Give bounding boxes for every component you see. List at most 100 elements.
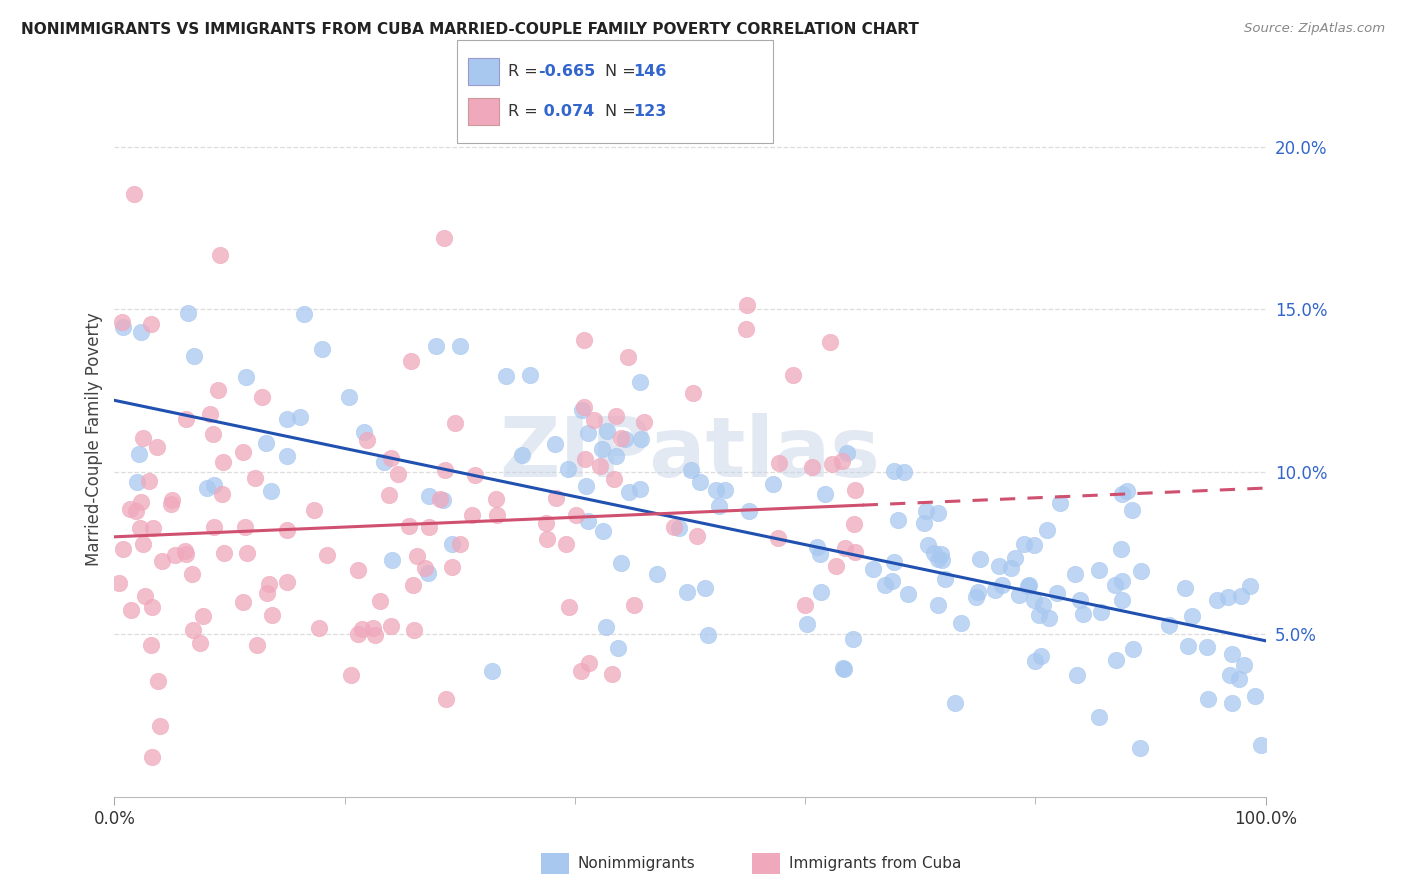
Point: [146, 441, 169, 455]
Point: [353, 425, 375, 440]
Point: [1174, 581, 1197, 595]
Point: [628, 482, 651, 496]
Point: [174, 543, 197, 558]
Point: [1038, 611, 1060, 625]
Point: [574, 452, 596, 467]
Point: [610, 431, 633, 445]
Point: [914, 516, 936, 531]
Point: [1250, 739, 1272, 753]
Point: [387, 467, 409, 481]
Point: [429, 491, 451, 506]
Point: [557, 461, 579, 475]
Point: [464, 468, 486, 483]
Point: [243, 471, 266, 485]
Point: [1036, 524, 1059, 538]
Point: [782, 368, 804, 382]
Point: [485, 491, 508, 506]
Point: [576, 425, 599, 440]
Point: [544, 437, 567, 451]
Point: [1071, 607, 1094, 621]
Point: [107, 575, 129, 590]
Point: [768, 456, 790, 470]
Point: [127, 475, 149, 489]
Point: [120, 502, 142, 516]
Point: [1018, 578, 1040, 592]
Text: ZIPatlas: ZIPatlas: [499, 413, 880, 494]
Point: [571, 402, 593, 417]
Point: [111, 319, 134, 334]
Point: [969, 551, 991, 566]
Point: [398, 518, 420, 533]
Point: [927, 506, 949, 520]
Point: [148, 719, 170, 733]
Point: [613, 432, 636, 446]
Point: [917, 538, 939, 552]
Point: [444, 416, 467, 430]
Point: [1239, 580, 1261, 594]
Point: [735, 298, 758, 312]
Point: [181, 567, 204, 582]
Point: [1066, 668, 1088, 682]
Point: [402, 624, 425, 638]
Point: [188, 636, 211, 650]
Point: [818, 335, 841, 350]
Point: [806, 540, 828, 554]
Point: [159, 497, 181, 511]
Point: [610, 556, 633, 570]
Point: [434, 463, 457, 477]
Point: [125, 504, 148, 518]
Point: [1122, 642, 1144, 657]
Point: [915, 504, 938, 518]
Point: [138, 474, 160, 488]
Point: [572, 400, 595, 414]
Point: [796, 616, 818, 631]
Point: [1111, 593, 1133, 607]
Point: [368, 594, 391, 608]
Point: [347, 627, 370, 641]
Text: NONIMMIGRANTS VS IMMIGRANTS FROM CUBA MARRIED-COUPLE FAMILY POVERTY CORRELATION : NONIMMIGRANTS VS IMMIGRANTS FROM CUBA MA…: [21, 22, 920, 37]
Text: -0.665: -0.665: [538, 64, 596, 78]
Point: [160, 492, 183, 507]
Point: [808, 547, 831, 561]
Point: [250, 390, 273, 404]
Point: [1028, 608, 1050, 623]
Point: [141, 749, 163, 764]
Point: [259, 483, 281, 498]
Point: [129, 325, 152, 339]
Point: [1105, 653, 1128, 667]
Point: [1004, 550, 1026, 565]
Point: [844, 516, 866, 531]
Point: [142, 520, 165, 534]
Point: [834, 662, 856, 676]
Point: [880, 574, 903, 589]
Point: [583, 413, 606, 427]
Point: [418, 489, 440, 503]
Point: [1090, 605, 1112, 619]
Point: [603, 472, 626, 486]
Point: [536, 532, 558, 546]
Point: [630, 432, 652, 446]
Point: [1227, 672, 1250, 686]
Text: 0.074: 0.074: [538, 104, 595, 119]
Point: [591, 442, 613, 456]
Point: [373, 455, 395, 469]
Point: [607, 640, 630, 655]
Point: [148, 673, 170, 688]
Y-axis label: Married-Couple Family Poverty: Married-Couple Family Poverty: [86, 312, 103, 566]
Point: [630, 375, 652, 389]
Point: [150, 554, 173, 568]
Point: [883, 555, 905, 569]
Point: [235, 546, 257, 560]
Point: [1233, 657, 1256, 672]
Point: [589, 458, 612, 473]
Point: [1195, 640, 1218, 654]
Point: [897, 587, 920, 601]
Point: [689, 475, 711, 490]
Point: [232, 445, 254, 459]
Point: [1069, 592, 1091, 607]
Point: [233, 519, 256, 533]
Point: [418, 519, 440, 533]
Point: [425, 338, 447, 352]
Point: [111, 542, 134, 557]
Point: [664, 519, 686, 533]
